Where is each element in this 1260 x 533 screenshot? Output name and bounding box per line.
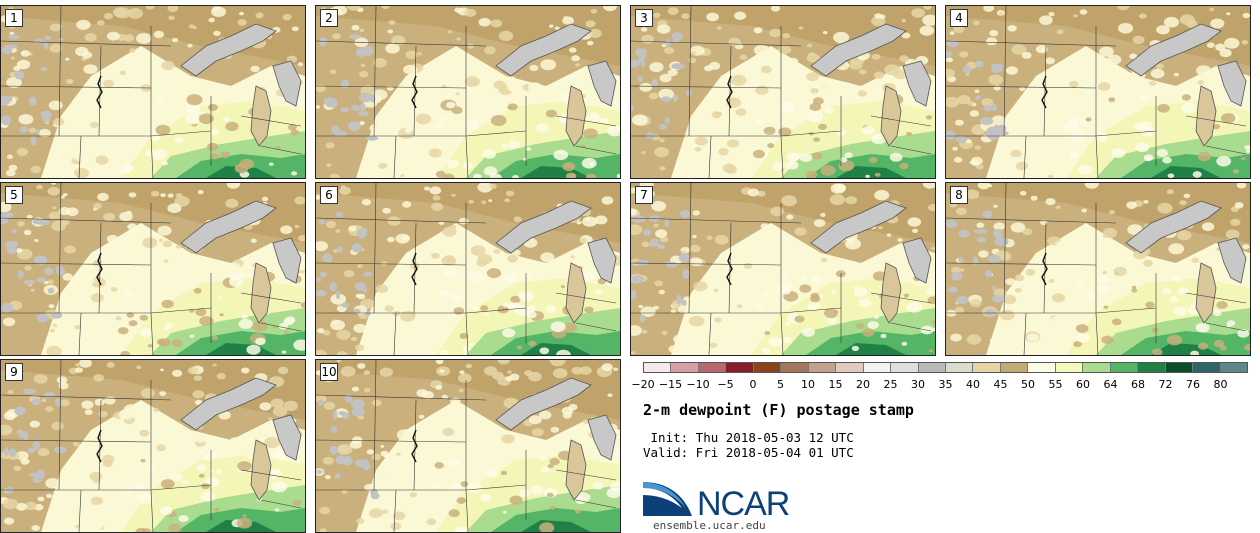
- colorbar-tick-label: 76: [1186, 378, 1200, 391]
- colorbar-segment: [945, 363, 974, 372]
- colorbar-segment: [918, 363, 946, 372]
- colorbar-segment: [698, 363, 727, 372]
- colorbar-segment: [644, 363, 672, 372]
- map-panel: 8: [945, 182, 1251, 356]
- dewpoint-map: [316, 183, 620, 355]
- ncar-logo-swoosh-icon: [643, 482, 692, 516]
- colorbar-tick-label: −15: [658, 378, 683, 391]
- colorbar-segment: [753, 363, 782, 372]
- panel-label: 3: [635, 9, 653, 27]
- dewpoint-map: [946, 6, 1250, 178]
- map-panel: 7: [630, 182, 936, 356]
- colorbar-segment: [726, 363, 754, 372]
- colorbar-segment: [1138, 363, 1166, 372]
- map-panel: 2: [315, 5, 621, 179]
- map-panel: 9: [0, 359, 306, 533]
- colorbar-tick-label: 60: [1076, 378, 1090, 391]
- colorbar-segment: [1055, 363, 1084, 372]
- colorbar-tick-label: 64: [1103, 378, 1118, 391]
- map-panel: 5: [0, 182, 306, 356]
- colorbar-tick-label: −10: [686, 378, 710, 391]
- colorbar-tick-label: 80: [1213, 378, 1228, 391]
- colorbar-tick-label: 5: [777, 378, 784, 391]
- dewpoint-map: [946, 183, 1250, 355]
- panel-label: 7: [635, 186, 653, 204]
- colorbar-tick-label: 10: [801, 378, 815, 391]
- colorbar-segment: [836, 363, 864, 372]
- colorbar-tick-label: 0: [749, 378, 757, 391]
- plot-title: 2-m dewpoint (F) postage stamp: [643, 401, 914, 419]
- valid-time: Valid: Fri 2018-05-04 01 UTC: [643, 445, 854, 460]
- map-panel: 10: [315, 359, 621, 533]
- ncar-url: ensemble.ucar.edu: [653, 519, 766, 532]
- ncar-logo-text: NCAR: [697, 485, 790, 523]
- dewpoint-map: [316, 6, 620, 178]
- colorbar-tick-label: 20: [856, 378, 870, 391]
- panel-label: 10: [320, 363, 338, 381]
- dewpoint-map: [631, 183, 935, 355]
- map-panel: 3: [630, 5, 936, 179]
- colorbar-segment: [863, 363, 892, 372]
- colorbar-tick-label: 30: [911, 378, 925, 391]
- panel-label: 2: [320, 9, 338, 27]
- colorbar-tick-label: 15: [828, 378, 843, 391]
- colorbar-tick-label: −5: [717, 378, 734, 391]
- map-panel: 4: [945, 5, 1251, 179]
- map-panel: 1: [0, 5, 306, 179]
- dewpoint-map: [631, 6, 935, 178]
- colorbar-segment: [1000, 363, 1029, 372]
- panel-label: 1: [5, 9, 23, 27]
- init-time: Init: Thu 2018-05-03 12 UTC: [643, 430, 854, 445]
- panel-label: 9: [5, 363, 23, 381]
- colorbar-tick-label: 68: [1131, 378, 1145, 391]
- dewpoint-map: [316, 360, 620, 532]
- dewpoint-map: [1, 6, 305, 178]
- colorbar-tick-label: 45: [993, 378, 1008, 391]
- colorbar-tick-label: 40: [966, 378, 980, 391]
- colorbar-segment: [891, 363, 919, 372]
- colorbar-segment: [1165, 363, 1194, 372]
- panel-label: 5: [5, 186, 23, 204]
- colorbar-tick-label: 50: [1021, 378, 1035, 391]
- colorbar-tick-label: 55: [1048, 378, 1063, 391]
- dewpoint-map: [1, 183, 305, 355]
- colorbar: [643, 362, 1248, 373]
- colorbar-tick-label: 25: [883, 378, 898, 391]
- colorbar-segment: [1110, 363, 1139, 372]
- dewpoint-map: [1, 360, 305, 532]
- colorbar-segment: [1083, 363, 1111, 372]
- colorbar-segment: [1028, 363, 1056, 372]
- colorbar-segment: [973, 363, 1001, 372]
- map-panel: 6: [315, 182, 621, 356]
- colorbar-segment: [808, 363, 837, 372]
- colorbar-ticks: −20 −15 −10 −5 0 5 10 15 20 25 30 35 40 45 50 55 60 64 68 7…: [631, 378, 1248, 392]
- colorbar-segment: [671, 363, 699, 372]
- panel-label: 8: [950, 186, 968, 204]
- colorbar-segment: [1193, 363, 1221, 372]
- colorbar-tick-label: 35: [938, 378, 953, 391]
- panel-label: 4: [950, 9, 968, 27]
- colorbar-tick-label: −20: [631, 378, 655, 391]
- colorbar-tick-label: 72: [1158, 378, 1173, 391]
- panel-label: 6: [320, 186, 338, 204]
- colorbar-segment: [1220, 363, 1247, 372]
- colorbar-segment: [781, 363, 809, 372]
